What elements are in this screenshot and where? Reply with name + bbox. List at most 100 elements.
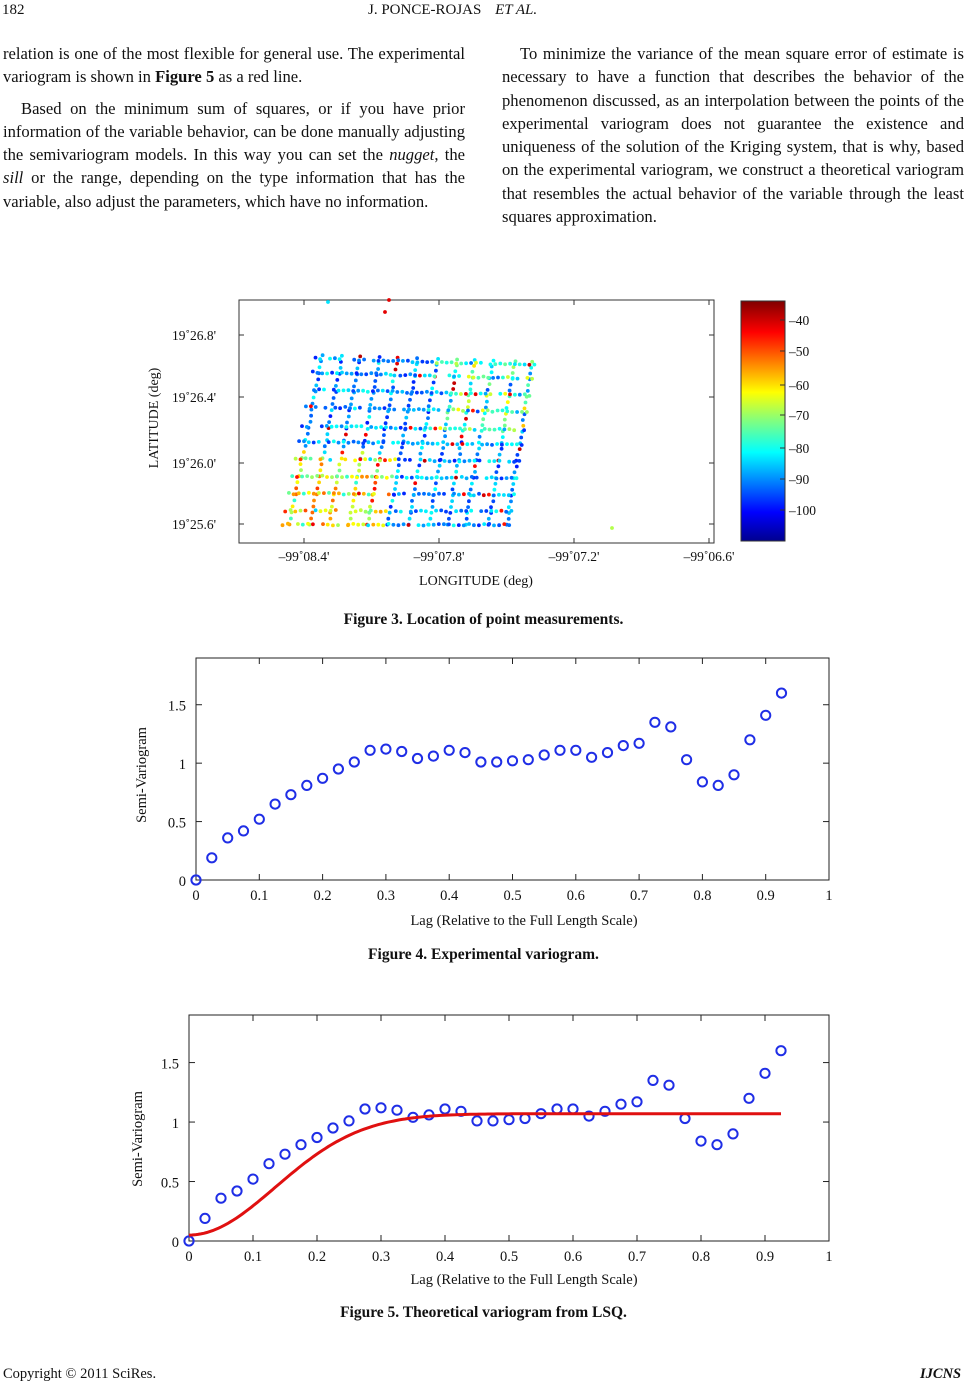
measurement-point: [424, 509, 428, 514]
measurement-point: [449, 391, 454, 396]
measurement-point: [493, 362, 498, 367]
measurement-point: [459, 508, 464, 513]
measurement-point: [507, 459, 512, 464]
measurement-point: [365, 427, 370, 431]
measurement-point: [448, 398, 453, 403]
fig5-point: [727, 1128, 739, 1140]
measurement-point: [359, 372, 364, 377]
measurement-point: [430, 359, 434, 364]
measurement-point: [460, 442, 465, 446]
footer-journal: IJCNS: [920, 1366, 962, 1382]
measurement-point: [381, 523, 386, 528]
measurement-point: [363, 509, 368, 514]
fig5-xtick-label: 0.3: [372, 1249, 390, 1265]
measurement-point: [429, 510, 434, 515]
measurement-point: [379, 372, 383, 377]
measurement-point: [300, 522, 305, 527]
measurement-point: [447, 404, 452, 409]
fig5-point: [487, 1115, 499, 1127]
fig5-point: [295, 1139, 307, 1151]
measurement-point: [396, 469, 400, 473]
measurement-point: [290, 474, 295, 478]
measurement-point: [280, 523, 285, 528]
measurement-point: [444, 390, 449, 395]
measurement-point: [368, 403, 373, 407]
measurement-point: [325, 432, 330, 437]
measurement-point: [447, 373, 452, 378]
measurement-point: [310, 369, 315, 374]
measurement-point: [415, 441, 420, 446]
measurement-point: [392, 407, 397, 412]
measurement-point: [310, 510, 315, 515]
measurement-point: [522, 392, 527, 397]
measurement-point: [357, 468, 361, 473]
measurement-point: [449, 475, 454, 480]
measurement-point: [384, 371, 388, 376]
measurement-point: [458, 426, 462, 431]
measurement-point: [326, 440, 331, 444]
measurement-point: [383, 509, 388, 513]
measurement-point: [387, 403, 392, 408]
measurement-point: [382, 433, 386, 437]
measurement-point: [406, 440, 410, 445]
measurement-point: [454, 469, 459, 474]
measurement-point: [332, 491, 336, 495]
measurement-point: [496, 464, 501, 469]
fig5-point: [439, 1103, 451, 1115]
measurement-point: [315, 371, 320, 375]
measurement-point: [500, 442, 504, 447]
measurement-point: [358, 457, 363, 462]
measurement-point: [485, 388, 490, 392]
measurement-point: [530, 359, 535, 364]
measurement-point: [506, 505, 511, 510]
measurement-point: [483, 391, 488, 396]
fig4-point: [601, 747, 614, 759]
fig5-point: [375, 1102, 387, 1114]
measurement-point: [383, 458, 387, 463]
measurement-point: [444, 476, 449, 480]
fig5-point: [183, 1235, 195, 1247]
measurement-point: [294, 486, 299, 491]
measurement-point: [311, 522, 315, 527]
measurement-point: [408, 425, 413, 430]
fig4-ytick-label: 1.5: [168, 699, 186, 715]
measurement-point: [396, 440, 400, 445]
measurement-point: [348, 510, 353, 515]
measurement-point: [377, 355, 382, 359]
measurement-point: [371, 389, 375, 393]
fig4-point: [570, 744, 582, 756]
fig5-xtick-label: 0.1: [244, 1249, 262, 1265]
measurement-point: [428, 398, 432, 403]
measurement-point: [349, 424, 354, 429]
measurement-point: [371, 358, 376, 363]
measurement-point: [473, 470, 477, 474]
fig5-point: [311, 1131, 323, 1144]
measurement-point: [314, 383, 319, 388]
measurement-point: [324, 424, 329, 428]
running-head-etal: ET AL.: [495, 2, 538, 18]
measurement-point: [396, 457, 401, 462]
map-xtick-label: –99˚08.4': [278, 549, 330, 564]
fig4-point: [681, 754, 693, 766]
measurement-point: [413, 368, 418, 372]
measurement-point: [364, 372, 369, 377]
measurement-point: [408, 458, 412, 462]
measurement-point: [482, 411, 487, 416]
measurement-point: [467, 427, 472, 431]
measurement-point: [488, 362, 493, 367]
measurement-point: [495, 442, 499, 446]
measurement-point: [453, 426, 457, 431]
measurement-point: [474, 360, 478, 365]
measurement-point: [471, 493, 476, 498]
figure-5-theoretical-variogram: 0 0.1 0.2 0.3 0.4 0.5 0.6 0.7 0.8 0.9 1 0 0.5 1 1.5 La…: [130, 1014, 833, 1288]
fig4-point: [522, 754, 534, 766]
measurement-point: [442, 522, 446, 527]
measurement-point: [517, 362, 522, 367]
measurement-point: [303, 444, 308, 448]
measurement-point: [295, 475, 299, 479]
measurement-point: [431, 380, 436, 385]
measurement-point: [443, 434, 447, 439]
fig5-xtick-label: 1: [825, 1249, 832, 1265]
measurement-point: [333, 508, 338, 512]
measurement-point: [433, 487, 438, 492]
